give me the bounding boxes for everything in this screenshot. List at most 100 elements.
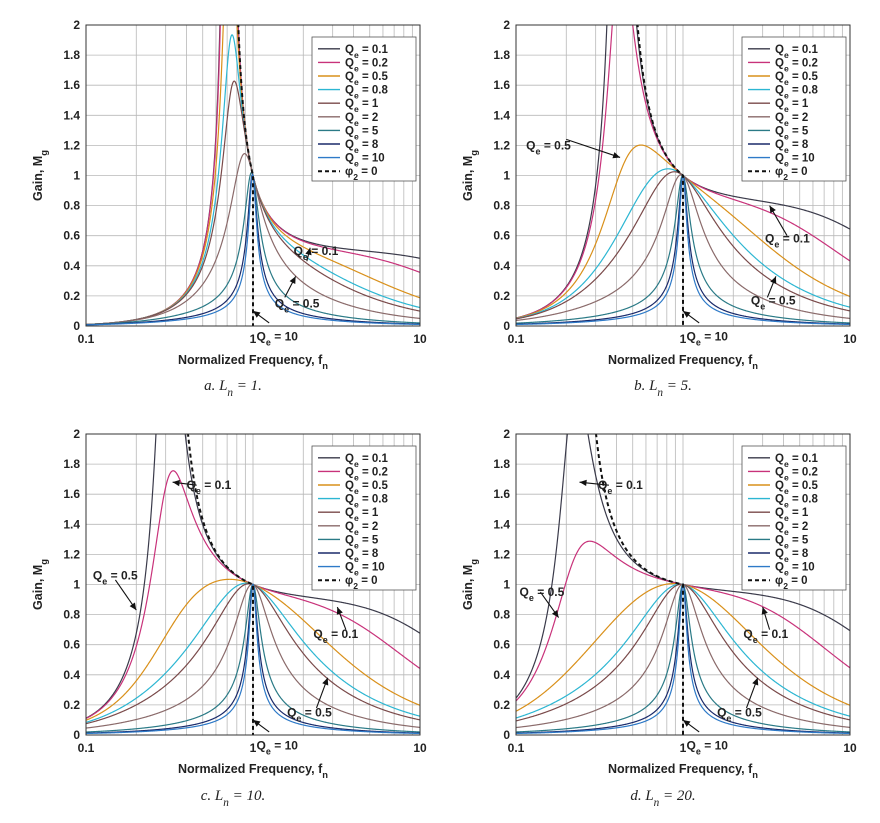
legend-label: Qe = 5 <box>775 534 809 550</box>
annotation-label: Qe = 0.1 <box>598 478 643 496</box>
annotation-label: Qe = 0.1 <box>187 478 232 496</box>
annotation-label: Qe = 10 <box>257 330 299 348</box>
annotations: Qe = 0.5 Qe = 0.1 Qe = 0.5 Qe = 10 <box>526 138 810 347</box>
y-tick-label: 0.4 <box>63 668 80 682</box>
annotation-arrowhead <box>551 610 559 618</box>
x-tick-label: 1 <box>680 741 687 755</box>
annotation-label: Qe = 0.5 <box>287 705 332 723</box>
legend-label: Qe = 2 <box>345 112 378 128</box>
x-axis-label: Normalized Frequency, fn <box>608 353 758 371</box>
panel-caption: d. Ln = 20. <box>630 788 695 809</box>
legend-label: Qe = 0.5 <box>775 71 818 87</box>
legend: Qe = 0.1Qe = 0.2Qe = 0.5Qe = 0.8Qe = 1Qe… <box>741 36 847 182</box>
y-tick-label: 2 <box>503 18 510 32</box>
legend-label: φ2 = 0 <box>775 575 808 591</box>
series-line-phi2-zero <box>595 434 684 735</box>
x-tick-label: 10 <box>413 741 427 755</box>
annotation-arrowhead <box>769 205 776 214</box>
x-tick-label: 10 <box>843 741 857 755</box>
y-tick-label: 0.6 <box>63 638 80 652</box>
annotation-label: Qe = 0.1 <box>743 627 788 645</box>
y-axis-label: Gain, Mg <box>31 559 49 610</box>
x-tick-label: 0.1 <box>78 741 95 755</box>
annotation-arrowhead <box>172 479 180 487</box>
annotation-label: Qe = 0.5 <box>751 293 796 311</box>
y-tick-label: 1.4 <box>63 517 80 531</box>
annotation-arrow <box>566 138 621 158</box>
chart-panel-d: 0 0.2 0.4 0.6 0.8 1 1.2 1.4 1.6 1.8 2 0.1 1 10 Normali… <box>461 427 857 809</box>
x-tick-label: 1 <box>250 332 257 346</box>
legend-label: Qe = 5 <box>345 125 379 141</box>
legend-label: Qe = 10 <box>345 562 385 578</box>
annotations: Qe = 0.1 Qe = 0.5 Qe = 0.1 Qe = 0.5 Qe = 10 <box>93 478 359 756</box>
legend-label: Qe = 2 <box>345 521 378 537</box>
y-tick-label: 0.6 <box>493 638 510 652</box>
legend: Qe = 0.1Qe = 0.2Qe = 0.5Qe = 0.8Qe = 1Qe… <box>741 445 847 591</box>
legend-label: Qe = 8 <box>345 548 379 564</box>
annotation-label: Qe = 0.5 <box>275 296 320 314</box>
y-tick-label: 1.8 <box>63 48 80 62</box>
y-tick-label: 1.8 <box>493 457 510 471</box>
series-lines <box>516 25 850 326</box>
y-tick-label: 1 <box>73 578 80 592</box>
x-tick-label: 10 <box>843 332 857 346</box>
annotation-arrowhead <box>761 607 768 615</box>
axes-frame <box>515 24 851 327</box>
series-lines <box>516 434 850 735</box>
y-tick-label: 0.2 <box>63 698 80 712</box>
annotation-label: Qe = 0.5 <box>526 138 571 156</box>
annotation-arrowhead <box>683 719 691 727</box>
y-axis-label: Gain, Mg <box>461 559 479 610</box>
y-tick-label: 0.4 <box>493 668 510 682</box>
axes-frame <box>515 433 851 736</box>
y-tick-label: 0.2 <box>493 698 510 712</box>
y-tick-label: 0.6 <box>493 229 510 243</box>
annotation-label: Qe = 10 <box>257 739 299 757</box>
legend-label: Qe = 10 <box>775 562 815 578</box>
y-tick-label: 1.2 <box>493 138 510 152</box>
series-line-phi2-zero <box>187 434 254 735</box>
legend-label: Qe = 1 <box>775 98 809 114</box>
legend-label: Qe = 10 <box>775 153 815 169</box>
y-tick-label: 2 <box>73 427 80 441</box>
annotation-arrowhead <box>683 310 691 318</box>
y-tick-label: 1.8 <box>493 48 510 62</box>
y-tick-label: 1.2 <box>63 547 80 561</box>
legend: Qe = 0.1Qe = 0.2Qe = 0.5Qe = 0.8Qe = 1Qe… <box>311 445 417 591</box>
annotations: Qe = 0.1 Qe = 0.5 Qe = 10 <box>252 244 339 348</box>
panel-caption: a. Ln = 1. <box>204 378 262 399</box>
y-tick-label: 0 <box>503 728 510 742</box>
annotation-label: Qe = 0.1 <box>313 627 358 645</box>
y-axis-label-group: Gain, Mg <box>31 150 49 201</box>
y-tick-label: 1.8 <box>63 457 80 471</box>
y-axis-label-group: Gain, Mg <box>461 559 479 610</box>
chart-panel-b: 0 0.2 0.4 0.6 0.8 1 1.2 1.4 1.6 1.8 2 0.1 1 10 Normali… <box>461 18 857 399</box>
legend-label: Qe = 0.2 <box>345 466 388 482</box>
y-tick-label: 0 <box>73 728 80 742</box>
y-tick-label: 1.6 <box>63 487 80 501</box>
legend-label: Qe = 0.8 <box>775 85 818 101</box>
x-tick-label: 10 <box>413 332 427 346</box>
y-tick-label: 0.8 <box>493 199 510 213</box>
y-tick-label: 1 <box>73 169 80 183</box>
legend-label: Qe = 1 <box>775 507 809 523</box>
y-tick-label: 0.8 <box>493 608 510 622</box>
legend-label: Qe = 8 <box>345 139 379 155</box>
y-tick-label: 1 <box>503 578 510 592</box>
legend-label: Qe = 5 <box>345 534 379 550</box>
chart-panel-c: 0 0.2 0.4 0.6 0.8 1 1.2 1.4 1.6 1.8 2 0.1 1 10 Normali… <box>31 427 427 809</box>
y-tick-label: 0.4 <box>63 259 80 273</box>
legend-label: Qe = 2 <box>775 521 808 537</box>
x-tick-label: 0.1 <box>508 332 525 346</box>
series-lines <box>86 25 420 326</box>
y-tick-label: 1.6 <box>63 78 80 92</box>
legend-label: Qe = 0.5 <box>345 480 388 496</box>
chart-panel-a: 0 0.2 0.4 0.6 0.8 1 1.2 1.4 1.6 1.8 2 0.1 1 10 Normali… <box>31 18 427 399</box>
y-tick-label: 1.6 <box>493 78 510 92</box>
legend-label: Qe = 0.8 <box>345 85 388 101</box>
y-axis-label-group: Gain, Mg <box>31 559 49 610</box>
y-tick-label: 0 <box>503 319 510 333</box>
legend-label: Qe = 0.8 <box>775 494 818 510</box>
annotation-label: Qe = 0.5 <box>717 705 762 723</box>
